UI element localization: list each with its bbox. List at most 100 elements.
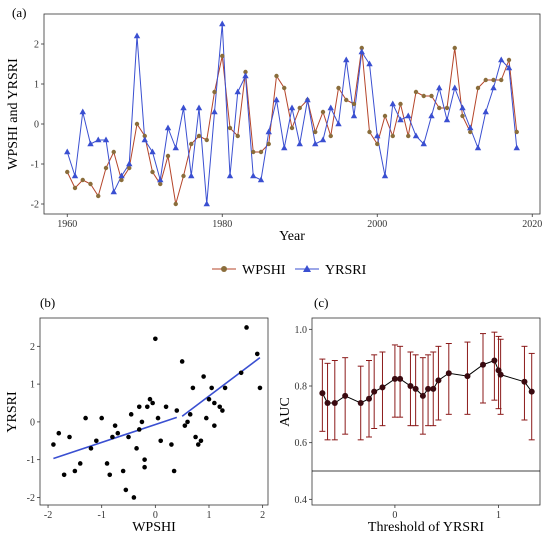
yrsri-point (498, 56, 505, 63)
panel-a-y-axis-label: WPSHI and YRSRI (6, 58, 21, 170)
x-tick-label: 2000 (367, 219, 387, 230)
wpshi-point (437, 105, 442, 111)
scatter-point (195, 442, 201, 447)
yrsri-point (420, 140, 427, 147)
auc-point (397, 375, 404, 382)
yrsri-point (505, 64, 513, 71)
wpshi-point (204, 137, 209, 143)
scatter-point (179, 359, 185, 364)
scatter-point (238, 370, 244, 376)
yrsri-point (226, 172, 234, 179)
panel-b: (b) -2 -1 0 1 2 -2 -1 0 1 2 WPSHI YRSRI (5, 295, 269, 535)
yrsri-point (211, 108, 218, 115)
panel-a-x-ticks: 1960 1980 2000 2020 (57, 214, 542, 230)
wpshi-point (212, 89, 217, 95)
panel-c-label: (c) (314, 295, 328, 310)
scatter-point (155, 415, 161, 421)
y-tick-label: -2 (27, 493, 35, 504)
scatter-point (134, 446, 139, 451)
scatter-point (198, 438, 204, 444)
wpshi-point (328, 133, 333, 139)
panel-b-y-axis-label: YRSRI (5, 391, 20, 433)
yrsri-point (428, 112, 435, 119)
wpshi-point (444, 105, 450, 111)
wpshi-point (134, 121, 140, 127)
wpshi-point (336, 85, 341, 91)
wpshi-point (320, 109, 326, 115)
auc-point (324, 400, 331, 406)
wpshi-point (468, 129, 473, 135)
yrsri-point (133, 32, 141, 39)
x-tick-label: 0 (392, 510, 397, 521)
fit-line (181, 357, 261, 417)
yrsri-point (273, 96, 280, 103)
wpshi-point (491, 77, 496, 83)
scatter-point (104, 461, 110, 466)
wpshi-point (460, 113, 465, 119)
yrsri-point (64, 148, 71, 155)
panel-a-plot-area (43, 13, 541, 215)
yrsri-line (66, 23, 518, 205)
scatter-point (83, 415, 88, 421)
wpshi-point (367, 129, 372, 135)
yrsri-point (335, 120, 342, 127)
x-tick-label: 1960 (57, 219, 77, 230)
x-tick-label: 1 (496, 510, 501, 521)
wpshi-point (475, 85, 481, 91)
yrsri-point (319, 136, 327, 143)
y-tick-label: 2 (34, 40, 39, 51)
legend: WPSHI YRSRI (212, 263, 367, 278)
yrsri-point (87, 140, 94, 147)
wpshi-point (119, 177, 124, 183)
wpshi-point (313, 129, 318, 135)
scatter-point (217, 404, 223, 410)
scatter-point (126, 434, 131, 440)
panel-a-x-axis-label: Year (279, 229, 305, 244)
yrsri-point (79, 108, 86, 115)
yrsri-point (257, 176, 265, 183)
scatter-point (147, 396, 153, 402)
auc-point (445, 370, 452, 377)
auc-point (430, 385, 437, 392)
yrsri-point (358, 48, 365, 55)
wpshi-point (251, 149, 256, 155)
wpshi-point (142, 133, 147, 139)
x-tick-label: -1 (98, 510, 106, 521)
scatter-point (185, 419, 190, 425)
auc-point (528, 388, 535, 395)
x-tick-label: 2020 (522, 219, 542, 230)
auc-point (319, 390, 326, 397)
x-tick-label: 0 (153, 510, 158, 521)
wpshi-point (220, 53, 225, 59)
wpshi-point (514, 129, 519, 135)
scatter-point (110, 434, 115, 440)
wpshi-point (243, 69, 248, 75)
scatter-point (67, 434, 72, 440)
wpshi-point (351, 101, 357, 107)
panel-b-x-axis-label: WPSHI (132, 520, 176, 535)
scatter-point (158, 438, 164, 444)
panel-c-x-axis-label: Threshold of YRSRI (368, 520, 484, 535)
legend-wpshi-label: WPSHI (242, 263, 286, 278)
yrsri-point (164, 124, 172, 131)
wpshi-point (258, 149, 264, 155)
scatter-point (163, 404, 169, 410)
yrsri-point (436, 84, 443, 91)
scatter-point (94, 438, 99, 444)
yrsri-point (459, 104, 466, 111)
scatter-point (212, 400, 217, 406)
scatter-point (144, 404, 150, 410)
yrsri-point (149, 148, 156, 155)
wpshi-point (375, 141, 380, 147)
yrsri-point (172, 144, 179, 151)
scatter-point (244, 325, 249, 330)
yrsri-point (397, 116, 404, 123)
panel-b-label: (b) (40, 295, 55, 310)
x-tick-label: -2 (44, 510, 52, 521)
scatter-point (61, 472, 67, 478)
yrsri-point (242, 72, 249, 79)
auc-point (497, 371, 504, 378)
yrsri-point (95, 136, 102, 143)
yrsri-point (219, 20, 226, 27)
